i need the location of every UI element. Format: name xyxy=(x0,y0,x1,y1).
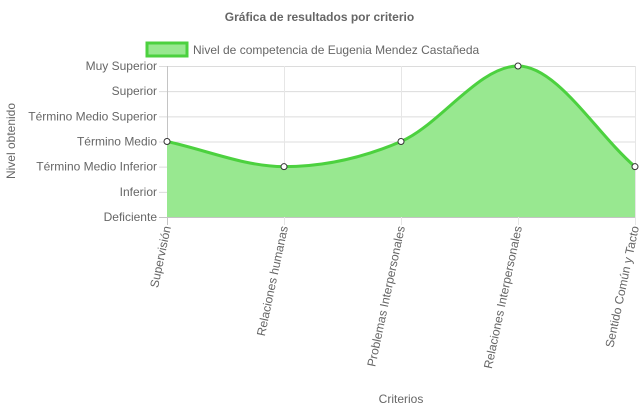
data-point-1[interactable] xyxy=(163,138,171,145)
legend-label: Nivel de competencia de Eugenia Mendez C… xyxy=(193,43,480,57)
y-axis-title: Nivel obtenido xyxy=(4,103,18,179)
data-point-4[interactable] xyxy=(514,62,522,70)
y-tick-label: Término Medio xyxy=(77,135,157,149)
data-point-5[interactable] xyxy=(631,163,639,171)
y-tick-label: Inferior xyxy=(120,185,157,199)
x-axis-ticks: Supervisión Relaciones humanas Problemas I… xyxy=(147,224,639,369)
y-axis-ticks: Deficiente Inferior Término Medio Inferior… xyxy=(28,59,157,224)
chart-title: Gráfica de resultados por criterio xyxy=(225,10,414,24)
y-tick-label: Superior xyxy=(112,84,157,98)
x-tick-label: Problemas Interpersonales xyxy=(364,225,408,368)
legend-swatch xyxy=(145,41,189,58)
x-axis-title: Criterios xyxy=(379,392,424,406)
series-points xyxy=(163,62,639,171)
x-tick-label: Relaciones humanas xyxy=(254,225,291,338)
data-point-3[interactable] xyxy=(397,138,405,145)
y-tick-label: Deficiente xyxy=(104,210,158,224)
x-tick-label: Supervisión xyxy=(147,225,174,289)
legend[interactable]: Nivel de competencia de Eugenia Mendez C… xyxy=(145,41,480,58)
y-tick-label: Término Medio Inferior xyxy=(36,160,157,174)
y-tick-label: Término Medio Superior xyxy=(28,109,157,123)
x-tick-label: Sentido Común y Tacto xyxy=(602,224,639,348)
data-point-2[interactable] xyxy=(280,163,288,171)
y-tick-label: Muy Superior xyxy=(86,59,157,73)
x-tick-label: Relaciones Interpersonales xyxy=(481,225,525,370)
